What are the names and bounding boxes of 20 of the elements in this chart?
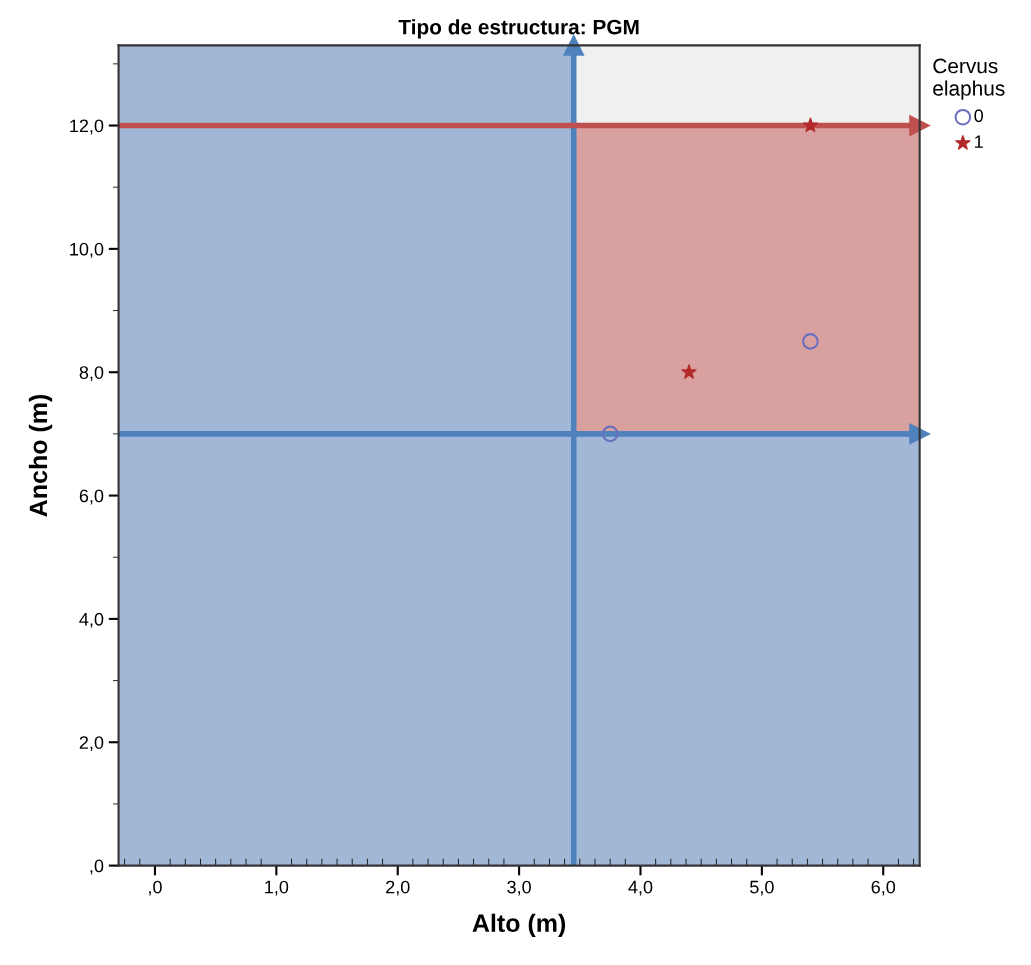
x-tick-label: 3,0	[507, 880, 531, 896]
legend-label: 0	[974, 109, 984, 123]
x-tick-label: 2,0	[386, 880, 410, 896]
x-tick-label: 4,0	[628, 880, 653, 896]
x-tick-label: ,0	[149, 880, 162, 896]
y-tick-label: 12,0	[70, 119, 104, 135]
y-tick-label: ,0	[90, 859, 104, 875]
chart-title: Tipo de estructura: PGM	[398, 19, 639, 39]
legend-label: 1	[975, 135, 983, 148]
y-tick-label: 8,0	[79, 366, 104, 382]
x-tick-label: 1,0	[265, 880, 289, 896]
x-tick-label: 6,0	[871, 880, 896, 896]
y-tick-label: 2,0	[79, 736, 104, 752]
x-tick-label: 5,0	[750, 880, 774, 896]
y-tick-label: 6,0	[79, 489, 104, 505]
y-tick-label: 10,0	[70, 242, 104, 258]
legend-title: Cervus elaphus	[933, 58, 1005, 100]
y-axis-title: Ancho (m)	[28, 394, 53, 517]
y-tick-label: 4,0	[79, 612, 104, 628]
x-axis-title: Alto (m)	[472, 913, 566, 937]
